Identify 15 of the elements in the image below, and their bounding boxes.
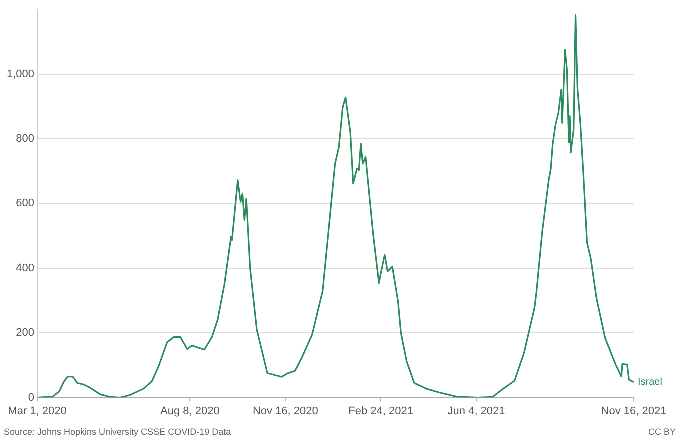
y-tick-label: 600 (16, 198, 35, 210)
y-tick-label: 200 (16, 327, 35, 340)
y-tick-label: 800 (16, 133, 35, 146)
x-tick-label: Nov 16, 2020 (252, 405, 318, 418)
y-tick-label: 400 (16, 262, 35, 274)
series-label: Israel (638, 377, 662, 388)
y-tick-label: 0 (28, 392, 35, 404)
source-note: Source: Johns Hopkins University CSSE COVID-19 Data (4, 427, 232, 437)
x-tick-label: Jun 4, 2021 (448, 405, 506, 418)
x-tick-label: Aug 8, 2020 (160, 405, 220, 418)
x-tick-label: Nov 16, 2021 (601, 405, 667, 418)
y-tick-label: 1,000 (6, 68, 35, 80)
text: CC BY (648, 427, 676, 437)
x-tick-label: Mar 1, 2020 (8, 405, 67, 418)
x-tick-label: Feb 24, 2021 (348, 405, 414, 418)
